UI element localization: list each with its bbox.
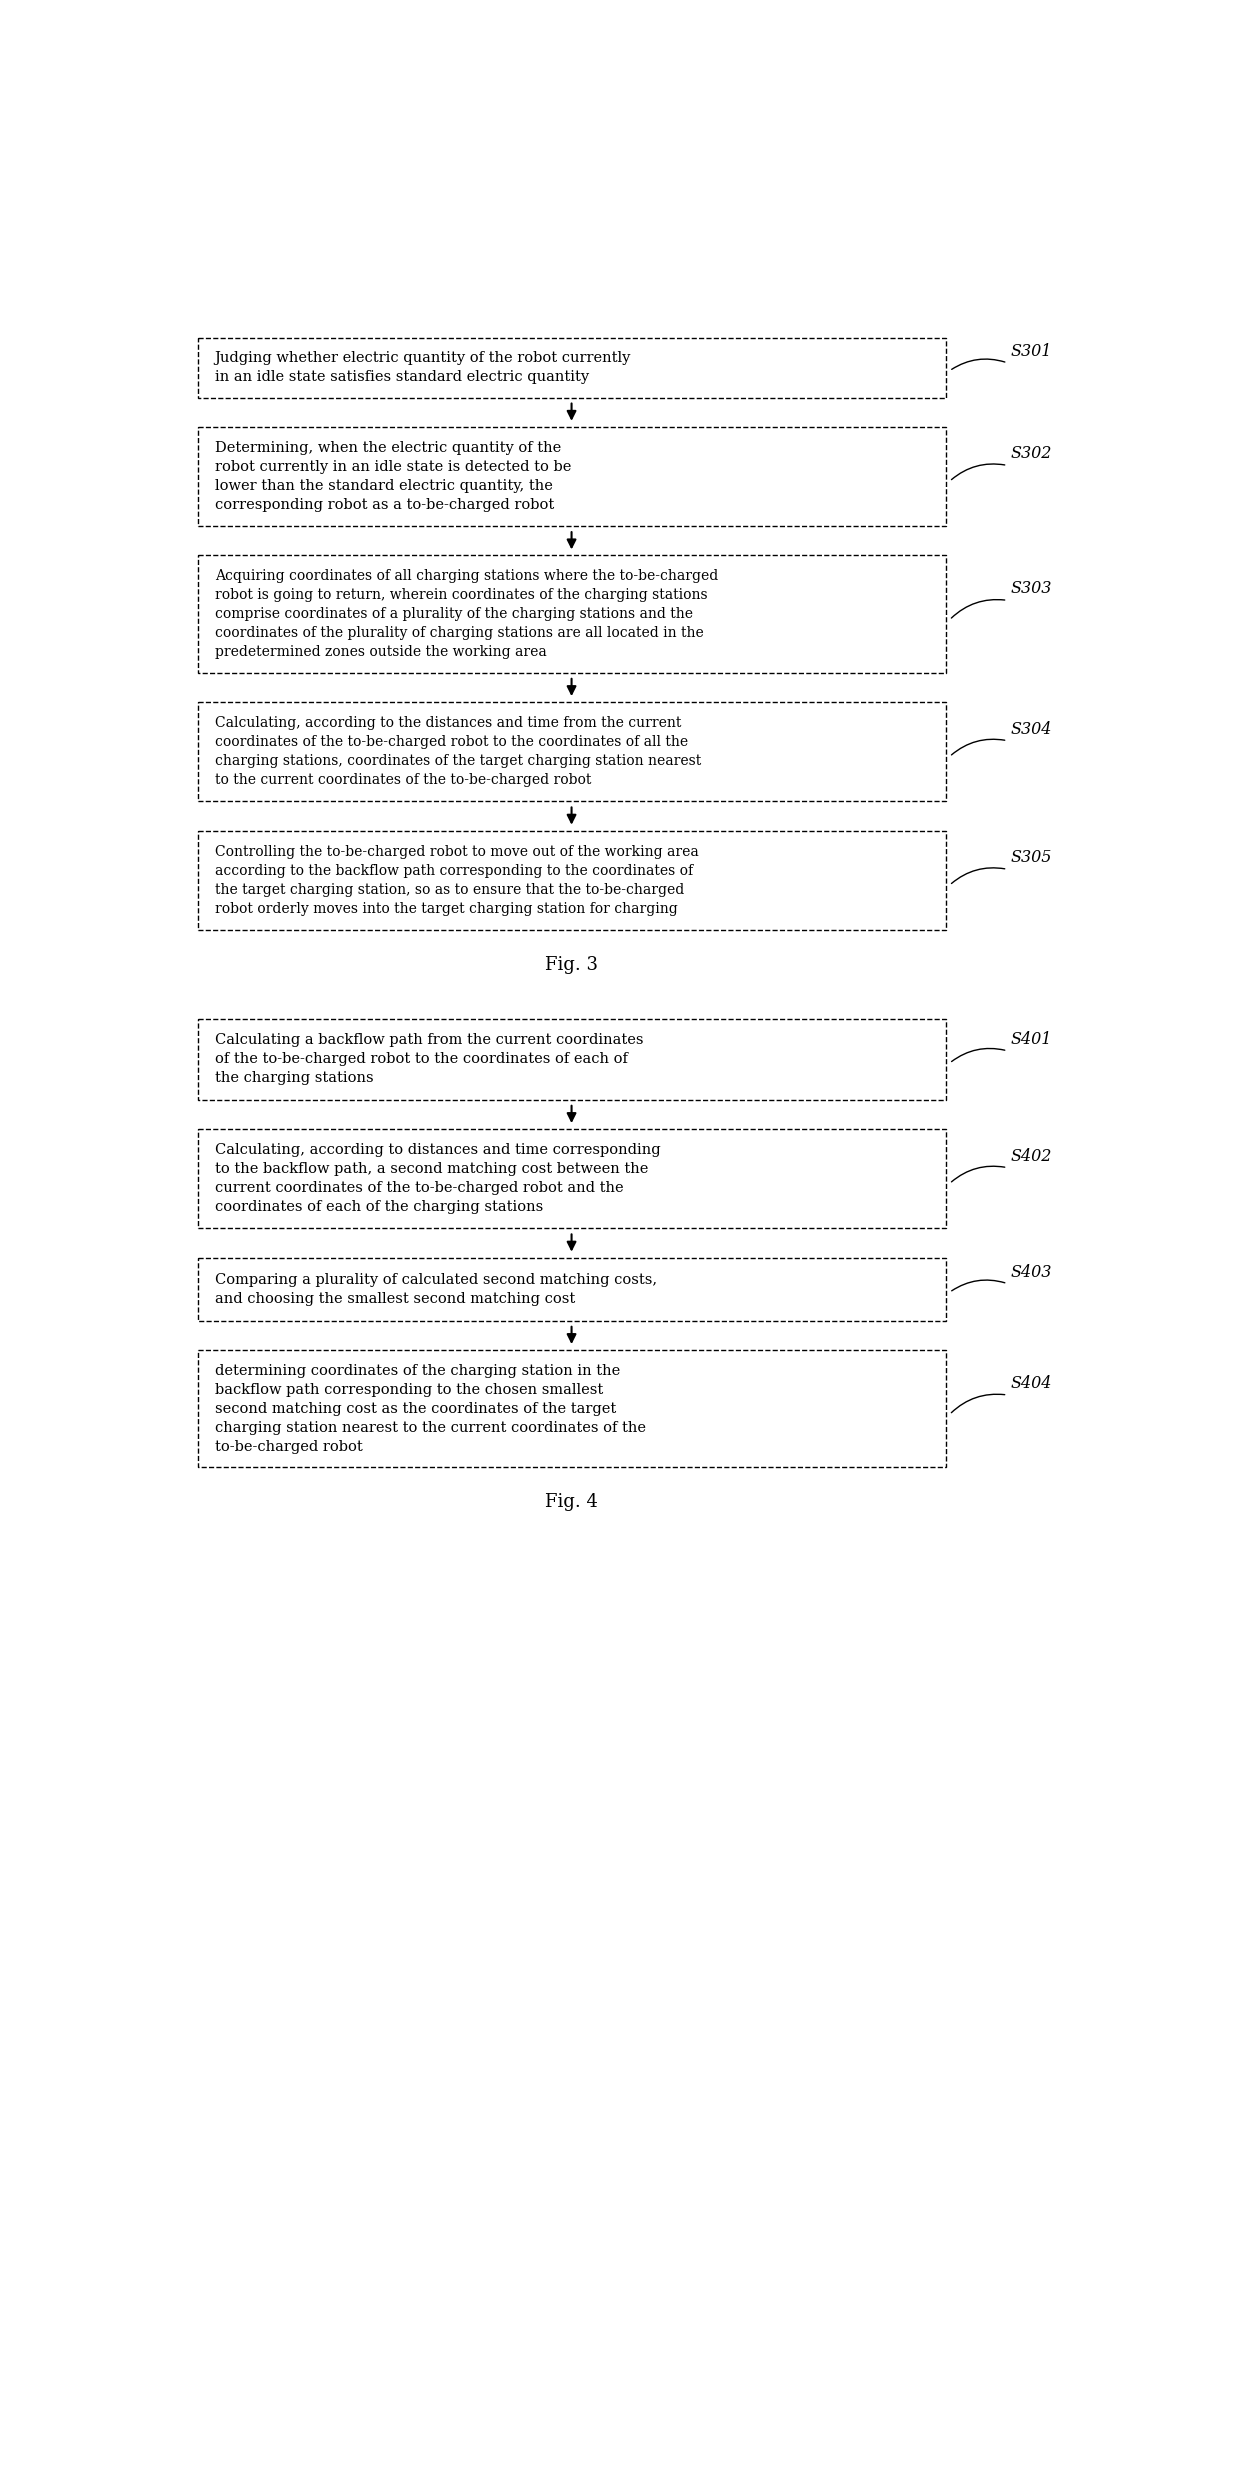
- FancyBboxPatch shape: [197, 1018, 945, 1100]
- Text: Calculating, according to distances and time corresponding
to the backflow path,: Calculating, according to distances and …: [215, 1144, 660, 1213]
- Text: S402: S402: [1011, 1147, 1052, 1164]
- Text: Acquiring coordinates of all charging stations where the to-be-charged
robot is : Acquiring coordinates of all charging st…: [215, 570, 718, 658]
- FancyBboxPatch shape: [197, 1349, 945, 1467]
- Text: S304: S304: [1011, 720, 1052, 737]
- Text: S401: S401: [1011, 1031, 1052, 1048]
- Text: S302: S302: [1011, 446, 1052, 464]
- Text: S403: S403: [1011, 1263, 1052, 1280]
- FancyBboxPatch shape: [197, 338, 945, 397]
- Text: Fig. 3: Fig. 3: [546, 957, 598, 974]
- Text: S301: S301: [1011, 343, 1052, 360]
- Text: Determining, when the electric quantity of the
robot currently in an idle state : Determining, when the electric quantity …: [215, 441, 572, 513]
- FancyBboxPatch shape: [197, 1258, 945, 1322]
- FancyBboxPatch shape: [197, 555, 945, 673]
- FancyBboxPatch shape: [197, 703, 945, 801]
- FancyBboxPatch shape: [197, 831, 945, 930]
- FancyBboxPatch shape: [197, 427, 945, 525]
- Text: determining coordinates of the charging station in the
backflow path correspondi: determining coordinates of the charging …: [215, 1364, 646, 1452]
- FancyBboxPatch shape: [197, 1129, 945, 1228]
- Text: Calculating a backflow path from the current coordinates
of the to-be-charged ro: Calculating a backflow path from the cur…: [215, 1033, 644, 1085]
- Text: Comparing a plurality of calculated second matching costs,
and choosing the smal: Comparing a plurality of calculated seco…: [215, 1272, 657, 1305]
- Text: S305: S305: [1011, 848, 1052, 866]
- Text: Fig. 4: Fig. 4: [546, 1492, 598, 1512]
- Text: S404: S404: [1011, 1376, 1052, 1391]
- Text: Judging whether electric quantity of the robot currently
in an idle state satisf: Judging whether electric quantity of the…: [215, 353, 631, 385]
- Text: S303: S303: [1011, 580, 1052, 597]
- Text: Calculating, according to the distances and time from the current
coordinates of: Calculating, according to the distances …: [215, 715, 701, 787]
- Text: Controlling the to-be-charged robot to move out of the working area
according to: Controlling the to-be-charged robot to m…: [215, 846, 698, 915]
